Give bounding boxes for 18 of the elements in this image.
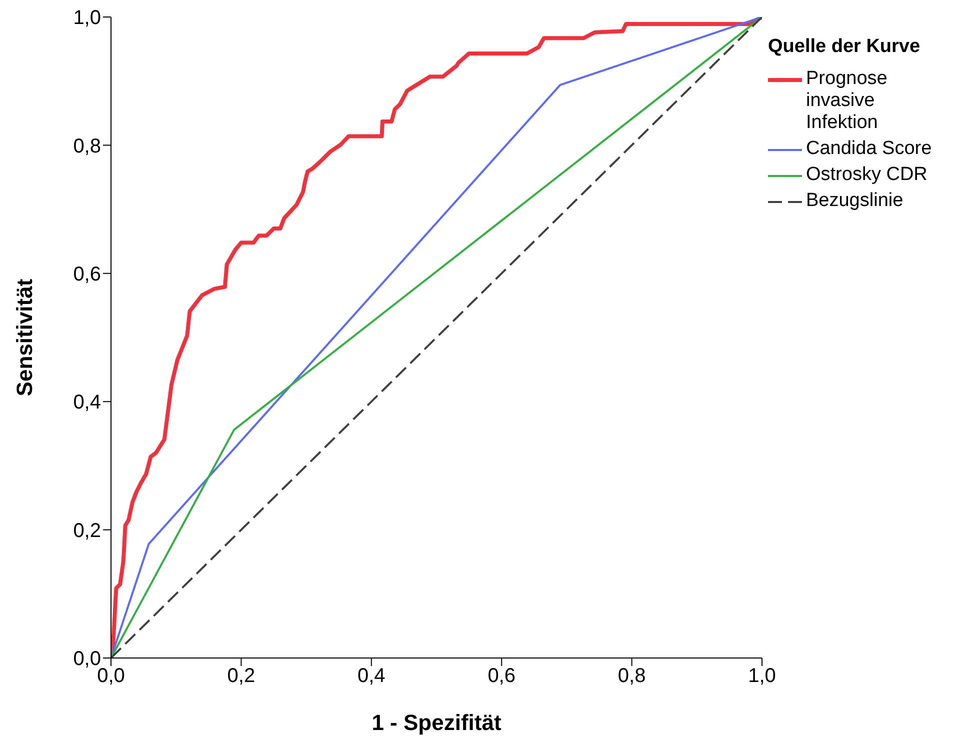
x-tick-label: 0,2 [227, 665, 256, 688]
legend-label: Candida Score [806, 138, 933, 160]
legend-label: Ostrosky CDR [806, 164, 928, 186]
y-tick-label: 1,0 [73, 7, 101, 30]
x-tick-label: 0,0 [97, 665, 125, 688]
y-tick-label: 0,6 [73, 264, 101, 286]
x-tick-label: 0,4 [357, 665, 386, 688]
x-tick-label: 1,0 [748, 665, 776, 688]
y-axis-title: Sensitivität [12, 278, 37, 396]
legend-title: Quelle der Kurve [768, 36, 922, 58]
legend-label: Bezugslinie [806, 190, 904, 212]
legend-label: Prognose invasive Infektion [806, 68, 888, 134]
x-tick-label: 0,6 [488, 665, 516, 688]
x-tick-label: 0,8 [618, 665, 646, 688]
y-tick-label: 0,4 [73, 392, 101, 414]
y-tick-label: 0,8 [73, 135, 101, 158]
x-axis-title: 1 - Spezifität [372, 710, 502, 735]
y-tick-label: 0,2 [73, 520, 101, 542]
